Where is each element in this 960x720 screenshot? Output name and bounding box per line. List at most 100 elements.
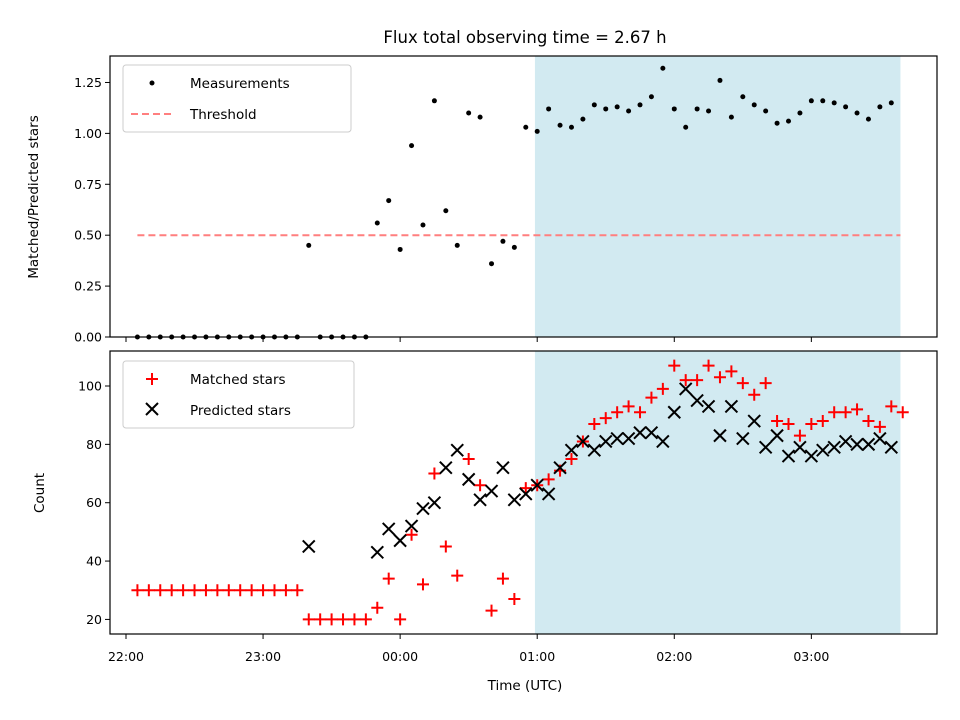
matched-point	[359, 613, 372, 626]
predicted-point	[678, 382, 693, 396]
measurement-point	[637, 102, 643, 108]
measurement-point	[648, 94, 654, 100]
bottom-y-ticks: 20 40 60 80 100	[78, 379, 110, 627]
matched-point	[462, 452, 475, 465]
predicted-point	[621, 431, 636, 446]
matched-point	[154, 584, 167, 597]
measurement-point	[763, 108, 769, 114]
x-tick-label: 01:00	[519, 649, 555, 664]
matched-point	[382, 572, 395, 585]
matched-point	[245, 584, 258, 597]
bottom-axes-frame	[109, 350, 938, 635]
predicted-point	[873, 431, 887, 446]
matched-point	[713, 371, 726, 384]
matched-point	[268, 584, 281, 597]
measurement-point	[489, 261, 495, 267]
matched-point	[771, 415, 784, 428]
predicted-point	[610, 431, 624, 446]
measurement-point	[466, 110, 472, 116]
bottom-ylabel: Count	[32, 473, 48, 513]
measurement-point	[614, 104, 620, 110]
x-tick-label: 22:00	[108, 649, 144, 664]
y-tick-label: 0.75	[74, 177, 102, 192]
measurement-point	[774, 120, 780, 126]
predicted-point	[553, 460, 567, 475]
top-legend-box	[122, 64, 352, 133]
matched-point	[314, 613, 327, 626]
predicted-point	[404, 519, 419, 533]
matched-point	[405, 528, 418, 541]
predicted-point	[587, 443, 602, 457]
measurement-point	[706, 108, 712, 114]
measurement-point	[454, 242, 460, 248]
predicted-point	[473, 493, 487, 507]
bottom-points	[131, 359, 909, 626]
x-tick-label: 03:00	[793, 649, 829, 664]
y-tick-label: 20	[86, 612, 102, 627]
matched-point	[542, 473, 555, 486]
predicted-point	[770, 428, 784, 443]
matched-point	[828, 406, 841, 419]
measurement-point	[843, 104, 849, 110]
legend-predicted: Predicted stars	[190, 403, 291, 419]
matched-point	[474, 479, 487, 492]
predicted-point	[747, 414, 761, 428]
matched-point	[257, 584, 270, 597]
predicted-point	[427, 496, 442, 510]
matched-point	[565, 452, 578, 465]
measurement-point	[728, 114, 734, 120]
predicted-legend-marker	[145, 402, 159, 416]
measurement-point	[660, 65, 666, 71]
predicted-point	[416, 501, 430, 516]
matched-point	[519, 482, 532, 495]
measurement-point	[500, 238, 506, 244]
matched-point	[142, 584, 155, 597]
y-tick-label: 0.50	[74, 228, 102, 243]
matched-point	[188, 584, 201, 597]
measurements-legend-marker	[149, 80, 155, 86]
matched-point	[416, 578, 429, 591]
predicted-point	[461, 472, 476, 487]
x-tick-label: 00:00	[382, 649, 418, 664]
predicted-point	[496, 460, 510, 475]
y-tick-label: 0.00	[74, 330, 102, 345]
x-tick-label: 23:00	[245, 649, 281, 664]
matched-point	[302, 613, 315, 626]
measurement-point	[626, 108, 632, 114]
matched-point	[234, 584, 247, 597]
top-ylabel: Matched/Predicted stars	[26, 115, 42, 278]
matched-point	[748, 388, 761, 401]
predicted-point	[690, 393, 704, 408]
top-axes-frame	[109, 55, 938, 338]
matched-point	[588, 417, 601, 430]
y-tick-label: 1.00	[74, 126, 102, 141]
top-shaded-span	[534, 56, 901, 337]
matched-point	[885, 400, 898, 413]
measurement-point	[717, 77, 723, 83]
matched-point	[645, 391, 658, 404]
matched-point	[634, 406, 647, 419]
matched-point	[759, 377, 772, 390]
predicted-point	[382, 522, 396, 536]
predicted-point	[633, 425, 647, 440]
matched-point	[862, 415, 875, 428]
predicted-point	[850, 437, 864, 452]
bottom-shaded-span	[534, 351, 901, 634]
matched-point	[211, 584, 224, 597]
measurement-point	[740, 94, 746, 100]
predicted-point	[827, 440, 841, 454]
measurement-point	[683, 124, 689, 130]
y-tick-label: 60	[86, 495, 102, 510]
matched-point	[679, 374, 692, 387]
predicted-point	[701, 399, 716, 414]
matched-point	[439, 540, 452, 553]
top-panel: 0.00 0.25 0.50 0.75 1.00 1.25 Matched/Predict…	[26, 55, 938, 345]
measurement-point	[511, 244, 517, 250]
predicted-point	[656, 434, 670, 449]
matched-point	[782, 417, 795, 430]
predicted-point	[519, 487, 533, 501]
legend-threshold: Threshold	[189, 107, 257, 123]
measurement-point	[420, 222, 426, 228]
y-tick-label: 40	[86, 554, 102, 569]
